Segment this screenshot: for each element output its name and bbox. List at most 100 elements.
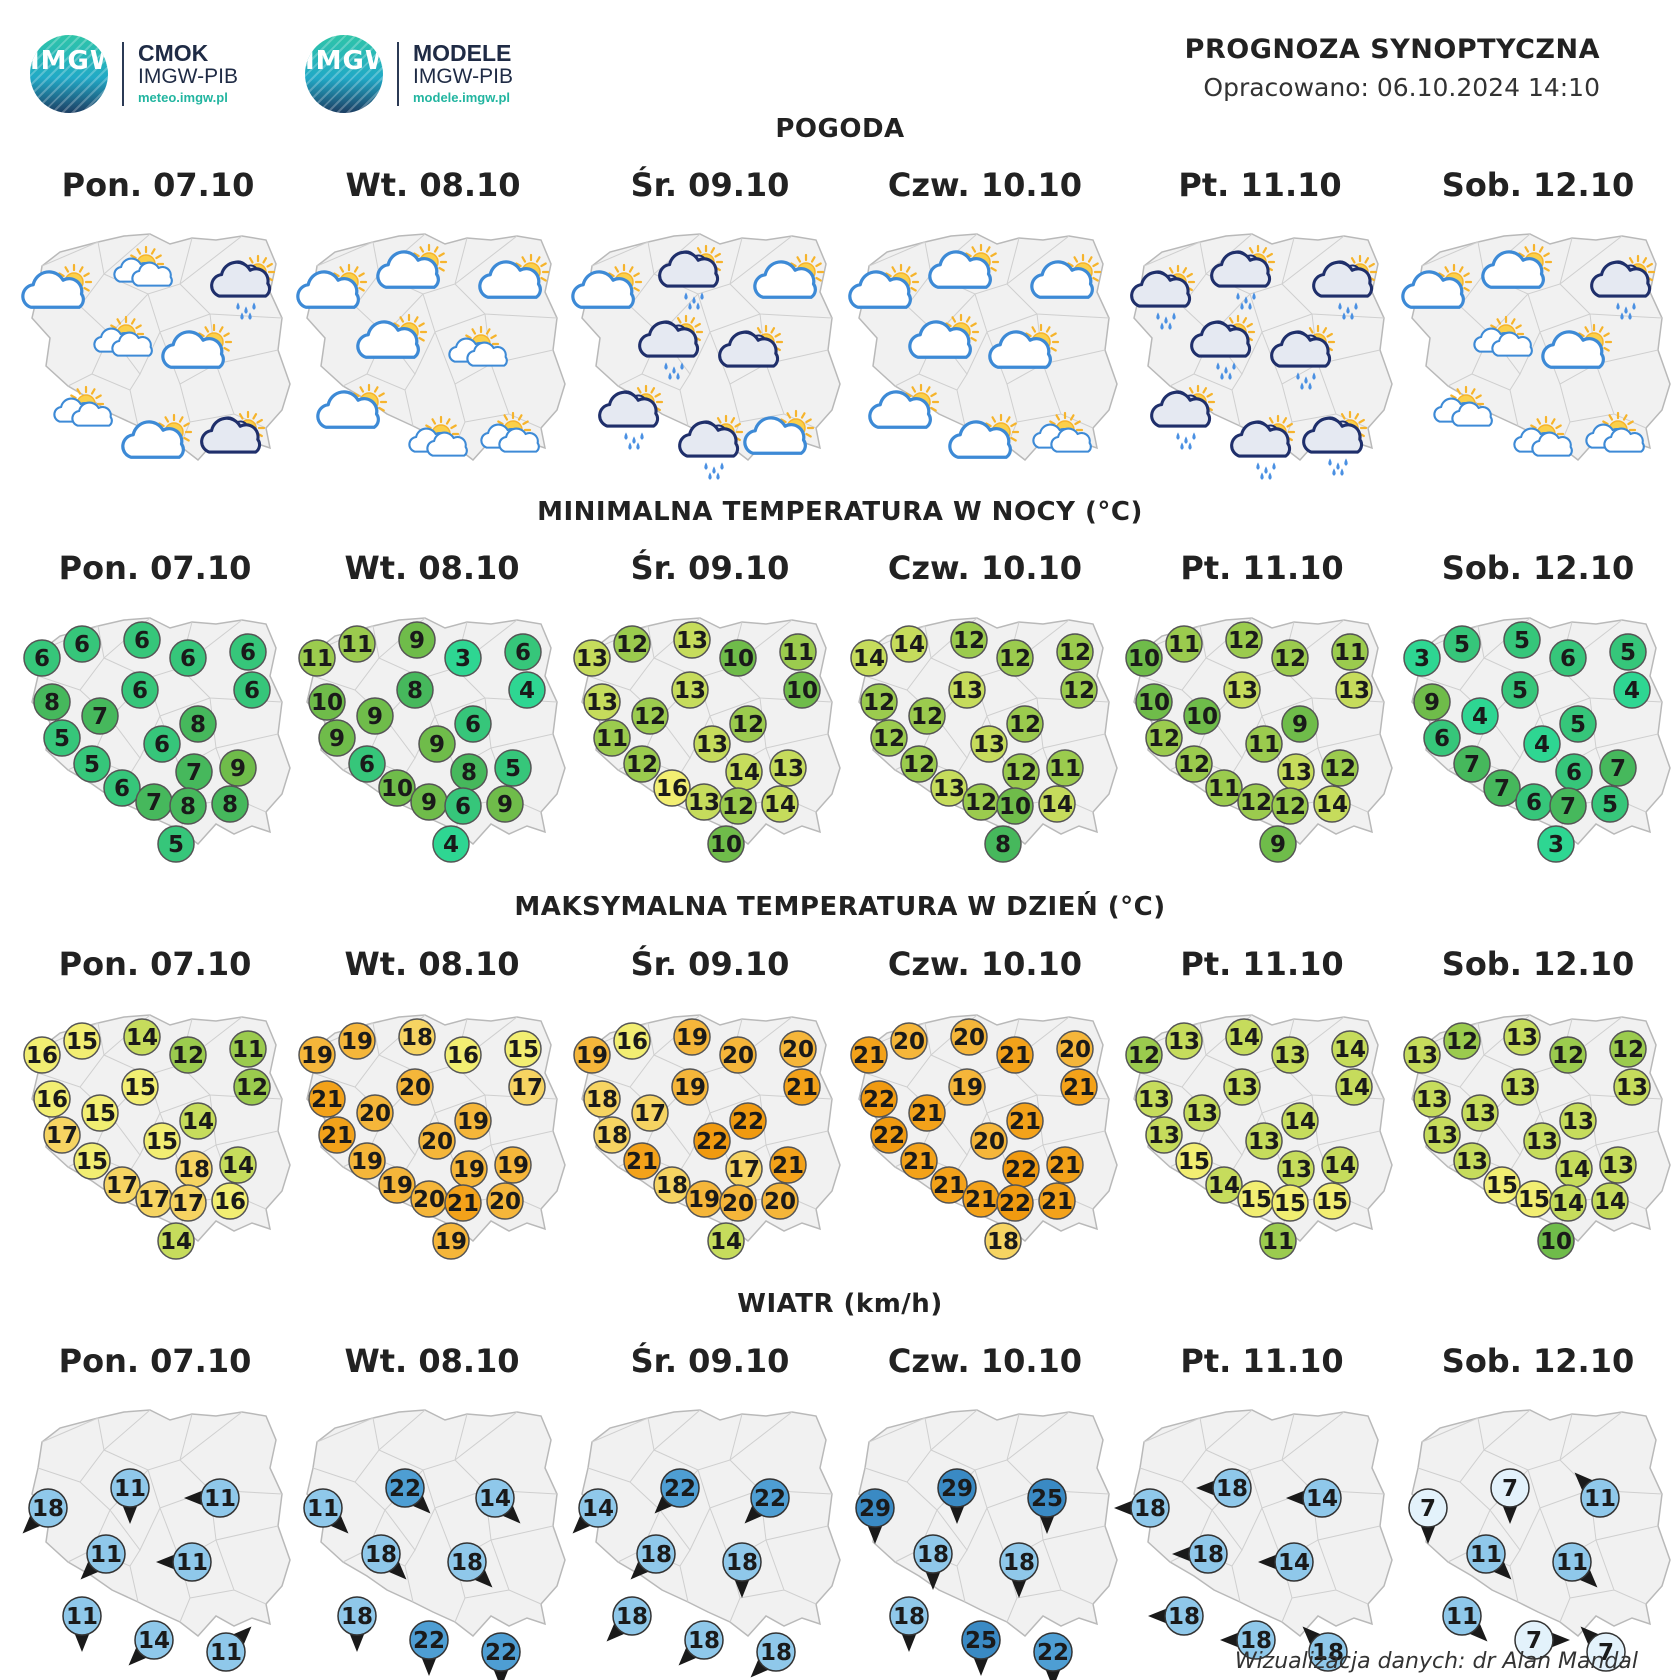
cmok-logo[interactable]: IMGW CMOK IMGW-PIB meteo.imgw.pl: [30, 34, 238, 114]
temperature-marker[interactable]: 16: [23, 1036, 61, 1074]
temperature-marker[interactable]: 14: [761, 785, 799, 823]
temperature-marker[interactable]: 7: [175, 753, 213, 791]
wind-marker[interactable]: 18: [447, 1542, 498, 1593]
temperature-marker[interactable]: 12: [860, 683, 898, 721]
temperature-marker[interactable]: 12: [1443, 1022, 1481, 1060]
logo-url[interactable]: modele.imgw.pl: [413, 90, 511, 105]
temperature-marker[interactable]: 13: [673, 621, 711, 659]
temperature-marker[interactable]: 12: [1145, 719, 1183, 757]
wind-marker[interactable]: 18: [1148, 1596, 1204, 1636]
temperature-marker[interactable]: 18: [984, 1222, 1022, 1260]
temperature-marker[interactable]: 5: [494, 749, 532, 787]
wind-marker[interactable]: 29: [937, 1468, 977, 1524]
temperature-marker[interactable]: 13: [1501, 1068, 1539, 1106]
temperature-marker[interactable]: 20: [950, 1018, 988, 1056]
temperature-marker[interactable]: 15: [143, 1122, 181, 1160]
temperature-marker[interactable]: 12: [908, 697, 946, 735]
temperature-marker[interactable]: 12: [1237, 783, 1275, 821]
temperature-marker[interactable]: 5: [1609, 633, 1647, 671]
temperature-marker[interactable]: 15: [1237, 1180, 1275, 1218]
temperature-marker[interactable]: 12: [900, 745, 938, 783]
temperature-marker[interactable]: 13: [1183, 1094, 1221, 1132]
wind-marker[interactable]: 18: [913, 1534, 953, 1590]
wind-marker[interactable]: 11: [75, 1534, 126, 1585]
temperature-marker[interactable]: 12: [996, 639, 1034, 677]
wind-marker[interactable]: 18: [17, 1488, 68, 1539]
temperature-marker[interactable]: 21: [900, 1142, 938, 1180]
temperature-marker[interactable]: 21: [996, 1036, 1034, 1074]
temperature-marker[interactable]: 8: [179, 705, 217, 743]
temperature-marker[interactable]: 6: [233, 671, 271, 709]
temperature-marker[interactable]: 13: [1335, 671, 1373, 709]
temperature-marker[interactable]: 14: [1038, 785, 1076, 823]
temperature-marker[interactable]: 8: [33, 683, 71, 721]
temperature-marker[interactable]: 7: [1599, 749, 1637, 787]
temperature-marker[interactable]: 18: [593, 1116, 631, 1154]
temperature-marker[interactable]: 19: [454, 1102, 492, 1140]
wind-marker[interactable]: 18: [999, 1542, 1039, 1598]
temperature-marker[interactable]: 9: [318, 719, 356, 757]
temperature-marker[interactable]: 13: [1135, 1080, 1173, 1118]
temperature-marker[interactable]: 18: [398, 1018, 436, 1056]
temperature-marker[interactable]: 15: [1483, 1166, 1521, 1204]
temperature-marker[interactable]: 11: [338, 625, 376, 663]
temperature-marker[interactable]: 8: [984, 825, 1022, 863]
temperature-marker[interactable]: 9: [219, 749, 257, 787]
temperature-marker[interactable]: 19: [378, 1166, 416, 1204]
temperature-marker[interactable]: 9: [356, 697, 394, 735]
temperature-marker[interactable]: 4: [508, 671, 546, 709]
temperature-marker[interactable]: 12: [719, 787, 757, 825]
temperature-marker[interactable]: 11: [1046, 749, 1084, 787]
temperature-marker[interactable]: 12: [1271, 639, 1309, 677]
temperature-marker[interactable]: 19: [298, 1036, 336, 1074]
temperature-marker[interactable]: 20: [761, 1182, 799, 1220]
temperature-marker[interactable]: 13: [1423, 1116, 1461, 1154]
temperature-marker[interactable]: 5: [1591, 785, 1629, 823]
logo-url[interactable]: meteo.imgw.pl: [138, 90, 228, 105]
temperature-marker[interactable]: 10: [719, 639, 757, 677]
temperature-marker[interactable]: 20: [719, 1036, 757, 1074]
temperature-marker[interactable]: 15: [504, 1030, 542, 1068]
temperature-marker[interactable]: 13: [1461, 1094, 1499, 1132]
temperature-marker[interactable]: 6: [454, 705, 492, 743]
temperature-marker[interactable]: 22: [870, 1116, 908, 1154]
wind-marker[interactable]: 11: [1552, 1542, 1603, 1593]
temperature-marker[interactable]: 20: [410, 1180, 448, 1218]
wind-marker[interactable]: 18: [745, 1632, 796, 1680]
wind-marker[interactable]: 11: [1569, 1467, 1620, 1518]
temperature-marker[interactable]: 12: [623, 745, 661, 783]
temperature-marker[interactable]: 21: [850, 1036, 888, 1074]
temperature-marker[interactable]: 14: [1225, 1018, 1263, 1056]
temperature-marker[interactable]: 13: [1503, 1018, 1541, 1056]
temperature-marker[interactable]: 3: [444, 639, 482, 677]
temperature-marker[interactable]: 12: [950, 621, 988, 659]
wind-marker[interactable]: 18: [361, 1534, 412, 1585]
wind-marker[interactable]: 22: [739, 1478, 790, 1529]
temperature-marker[interactable]: 12: [1549, 1036, 1587, 1074]
temperature-marker[interactable]: 14: [1321, 1146, 1359, 1184]
temperature-marker[interactable]: 15: [81, 1094, 119, 1132]
temperature-marker[interactable]: 17: [43, 1116, 81, 1154]
temperature-marker[interactable]: 8: [396, 671, 434, 709]
temperature-marker[interactable]: 10: [308, 683, 346, 721]
wind-marker[interactable]: 7: [1575, 1621, 1626, 1672]
temperature-marker[interactable]: 16: [33, 1080, 71, 1118]
temperature-marker[interactable]: 13: [1271, 1036, 1309, 1074]
temperature-marker[interactable]: 21: [1046, 1146, 1084, 1184]
temperature-marker[interactable]: 12: [631, 697, 669, 735]
temperature-marker[interactable]: 7: [1483, 769, 1521, 807]
temperature-marker[interactable]: 10: [707, 825, 745, 863]
temperature-marker[interactable]: 15: [1271, 1184, 1309, 1222]
wind-marker[interactable]: 14: [1286, 1478, 1342, 1518]
temperature-marker[interactable]: 6: [1423, 719, 1461, 757]
temperature-marker[interactable]: 5: [157, 825, 195, 863]
wind-marker[interactable]: 11: [1442, 1596, 1493, 1647]
temperature-marker[interactable]: 13: [1277, 1150, 1315, 1188]
temperature-marker[interactable]: 14: [1555, 1150, 1593, 1188]
temperature-marker[interactable]: 7: [1549, 787, 1587, 825]
temperature-marker[interactable]: 5: [1443, 625, 1481, 663]
temperature-marker[interactable]: 3: [1403, 639, 1441, 677]
wind-marker[interactable]: 7: [1408, 1488, 1448, 1544]
temperature-marker[interactable]: 21: [623, 1142, 661, 1180]
temperature-marker[interactable]: 16: [653, 769, 691, 807]
